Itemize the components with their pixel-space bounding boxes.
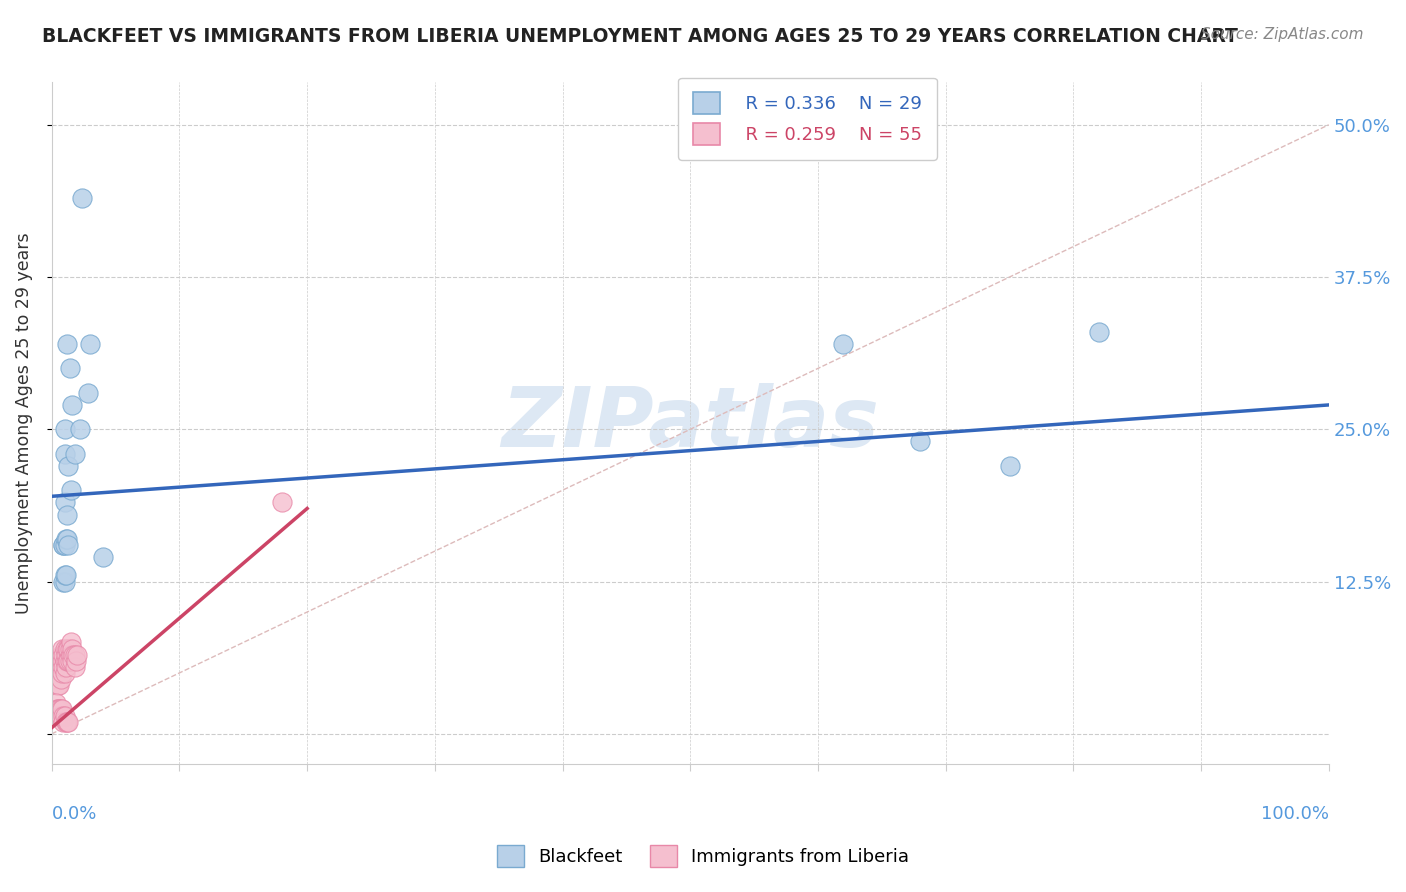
Point <box>53 495 76 509</box>
Point <box>58 458 80 473</box>
Point <box>60 398 83 412</box>
Point <box>91 550 114 565</box>
Point <box>58 538 80 552</box>
Point <box>51 654 73 668</box>
Point <box>58 714 80 729</box>
Point <box>58 654 80 668</box>
Point <box>52 538 75 552</box>
Legend:   R = 0.336    N = 29,   R = 0.259    N = 55: R = 0.336 N = 29, R = 0.259 N = 55 <box>678 78 936 160</box>
Point <box>53 568 76 582</box>
Point <box>59 361 82 376</box>
Point <box>48 665 70 680</box>
Point <box>45 708 67 723</box>
Point <box>1088 325 1111 339</box>
Point <box>59 641 82 656</box>
Point <box>62 648 84 662</box>
Point <box>53 574 76 589</box>
Point <box>63 648 86 662</box>
Point <box>51 641 73 656</box>
Point <box>55 532 77 546</box>
Point <box>48 654 70 668</box>
Point <box>63 660 86 674</box>
Legend: Blackfeet, Immigrants from Liberia: Blackfeet, Immigrants from Liberia <box>489 838 917 874</box>
Point <box>52 648 75 662</box>
Point <box>79 337 101 351</box>
Point <box>45 697 67 711</box>
Point <box>56 532 79 546</box>
Point <box>832 337 855 351</box>
Y-axis label: Unemployment Among Ages 25 to 29 years: Unemployment Among Ages 25 to 29 years <box>15 233 32 614</box>
Point <box>72 191 94 205</box>
Point <box>46 702 69 716</box>
Point <box>59 635 82 649</box>
Point <box>53 654 76 668</box>
Text: ZIPatlas: ZIPatlas <box>502 383 879 464</box>
Point <box>52 574 75 589</box>
Point <box>908 434 931 449</box>
Point <box>52 714 75 729</box>
Point <box>53 641 76 656</box>
Text: 0.0%: 0.0% <box>52 805 97 823</box>
Point <box>59 648 82 662</box>
Point <box>52 708 75 723</box>
Point <box>49 660 72 674</box>
Point <box>53 538 76 552</box>
Point <box>46 708 69 723</box>
Point <box>56 641 79 656</box>
Point <box>56 337 79 351</box>
Point <box>45 660 67 674</box>
Point <box>66 648 89 662</box>
Point <box>46 665 69 680</box>
Point <box>55 568 77 582</box>
Text: BLACKFEET VS IMMIGRANTS FROM LIBERIA UNEMPLOYMENT AMONG AGES 25 TO 29 YEARS CORR: BLACKFEET VS IMMIGRANTS FROM LIBERIA UNE… <box>42 27 1239 45</box>
Point <box>51 665 73 680</box>
Point <box>45 702 67 716</box>
Point <box>59 483 82 498</box>
Point <box>53 708 76 723</box>
Point <box>58 641 80 656</box>
Point <box>56 714 79 729</box>
Point <box>45 665 67 680</box>
Point <box>52 660 75 674</box>
Point <box>49 702 72 716</box>
Point <box>49 648 72 662</box>
Point <box>76 385 98 400</box>
Point <box>53 665 76 680</box>
Text: Source: ZipAtlas.com: Source: ZipAtlas.com <box>1201 27 1364 42</box>
Point <box>48 678 70 692</box>
Point <box>55 648 77 662</box>
Point <box>52 538 75 552</box>
Point <box>45 678 67 692</box>
Point <box>53 422 76 436</box>
Point <box>56 654 79 668</box>
Point <box>59 654 82 668</box>
Point <box>48 708 70 723</box>
Point <box>60 654 83 668</box>
Point <box>46 678 69 692</box>
Point <box>48 702 70 716</box>
Point <box>49 708 72 723</box>
Point <box>60 641 83 656</box>
Point <box>55 660 77 674</box>
Point <box>56 508 79 522</box>
Point <box>63 447 86 461</box>
Point <box>51 702 73 716</box>
Point <box>55 714 77 729</box>
Point <box>45 672 67 686</box>
Point <box>65 654 87 668</box>
Point <box>998 458 1021 473</box>
Point <box>49 672 72 686</box>
Text: 100.0%: 100.0% <box>1261 805 1329 823</box>
Point <box>69 422 91 436</box>
Point <box>46 654 69 668</box>
Point <box>53 447 76 461</box>
Point <box>270 495 292 509</box>
